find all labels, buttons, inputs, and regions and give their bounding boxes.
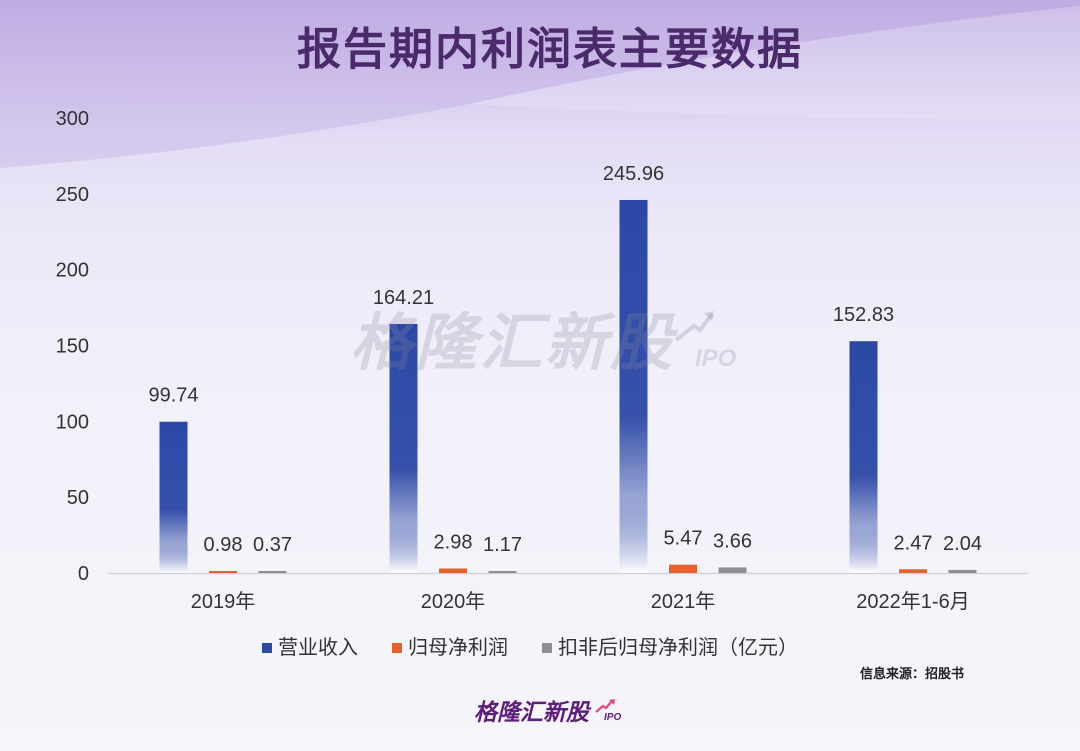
legend-label-revenue: 营业收入 [278,637,358,659]
x-tick-label: 2022年1-6月 [856,590,969,613]
source-note: 信息来源：招股书 [860,666,965,681]
logo-arrow-icon [595,699,615,713]
x-tick-label: 2020年 [421,590,486,613]
y-tick-label: 150 [56,336,89,358]
data-label: 2.04 [943,533,982,555]
legend: 营业收入 归母净利润 扣非后归母净利润（亿元） [262,634,798,662]
legend-swatch-adjusted-net-profit [542,643,552,653]
data-label: 0.98 [204,534,243,556]
data-label: 5.47 [664,528,703,550]
chart-title: 报告期内利润表主要数据 [297,25,803,74]
legend-item-net-profit: 归母净利润 [392,634,508,662]
y-tick-label: 250 [56,184,89,206]
bar [159,421,188,573]
x-tick-label: 2019年 [191,590,256,613]
bar [669,564,697,573]
legend-swatch-net-profit [392,643,402,653]
data-label: 3.66 [713,530,752,552]
bar [619,199,648,573]
data-label: 164.21 [373,287,434,309]
bar [209,571,237,573]
bar [849,341,878,573]
x-tick-label: 2021年 [651,590,716,613]
data-label: 1.17 [483,534,522,556]
logo-text: 格隆汇新股 [474,699,589,725]
data-label: 0.37 [253,534,292,556]
bar [718,567,747,573]
data-label: 99.74 [148,385,198,407]
bar [389,323,418,573]
logo-sub: IPO [604,712,622,723]
bar [488,571,517,573]
data-label: 152.83 [833,304,894,326]
y-tick-label: 0 [78,563,89,585]
data-label: 2.47 [894,532,933,554]
legend-item-revenue: 营业收入 [262,634,358,662]
bar [948,569,977,573]
legend-label-net-profit: 归母净利润 [408,637,508,659]
bar [258,571,287,573]
y-tick-label: 100 [56,411,89,433]
legend-label-adjusted-net-profit: 扣非后归母净利润（亿元） [558,637,798,659]
bar [439,568,467,573]
legend-item-adjusted-net-profit: 扣非后归母净利润（亿元） [542,634,798,662]
y-tick-label: 50 [67,487,89,509]
y-tick-label: 200 [56,260,89,282]
y-tick-label: 300 [56,108,89,130]
brand-logo: 格隆汇新股 IPO [474,696,634,730]
data-label: 245.96 [603,163,664,185]
bar [899,569,927,573]
data-label: 2.98 [434,531,473,553]
legend-swatch-revenue [262,643,272,653]
